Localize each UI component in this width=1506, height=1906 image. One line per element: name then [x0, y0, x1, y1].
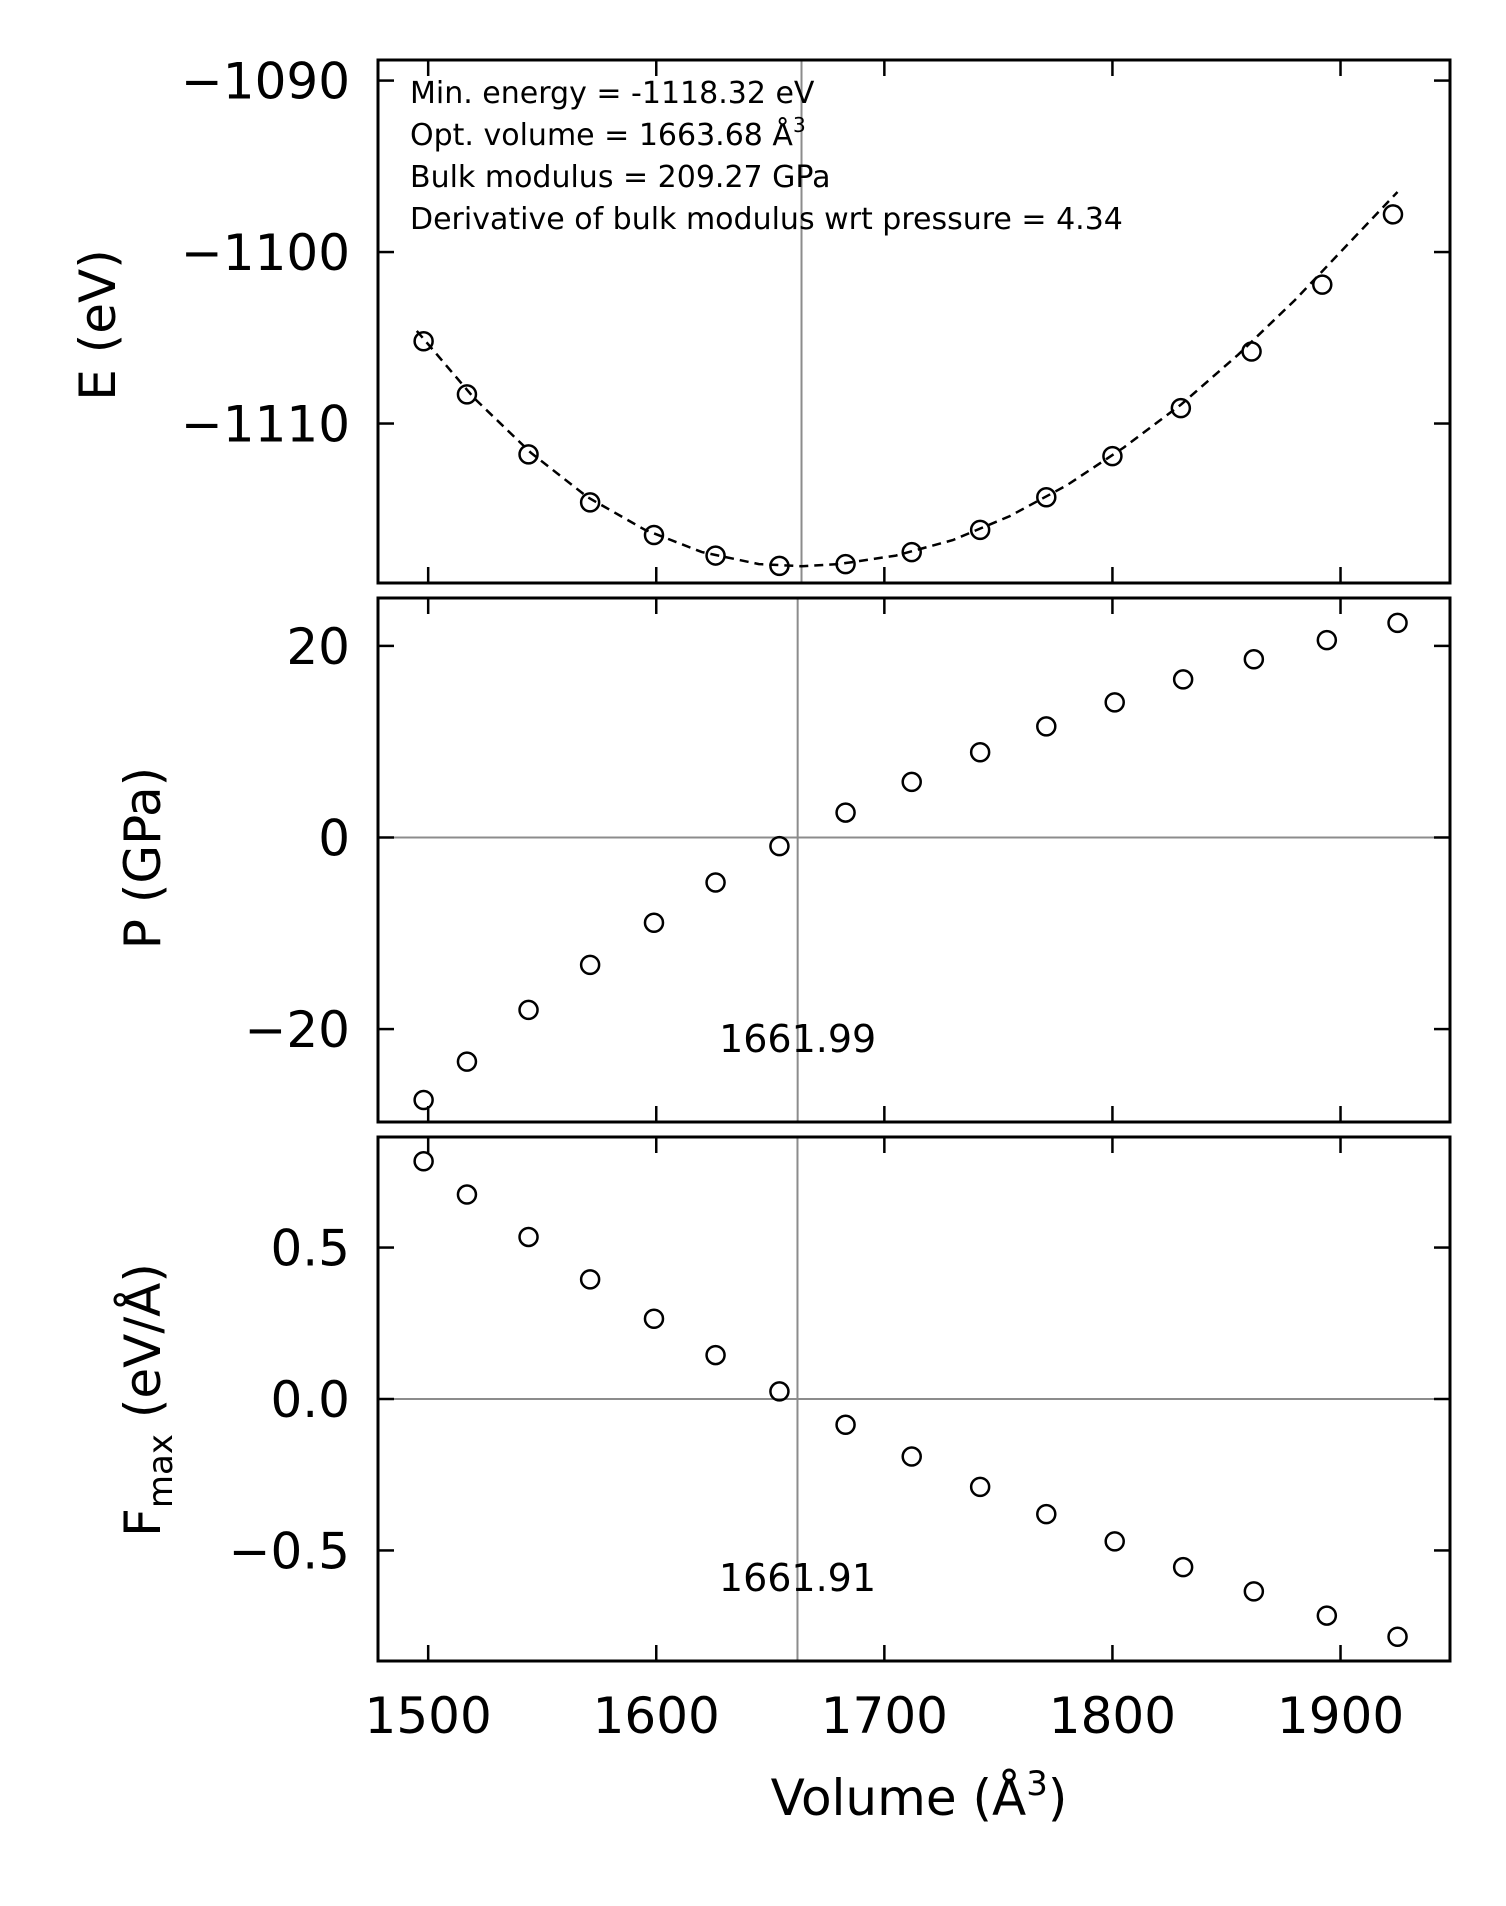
x-tick-label: 1500 — [365, 1687, 492, 1745]
data-point — [1036, 487, 1057, 508]
y-tick-label: −1100 — [181, 224, 350, 282]
data-point — [769, 835, 790, 857]
axes-frame — [376, 596, 1452, 1124]
y-axis-label: E (eV) — [69, 249, 127, 400]
data-point — [579, 492, 601, 513]
fit-annotation: Derivative of bulk modulus wrt pressure … — [410, 202, 1123, 237]
fit-annotation: Opt. volume = 1663.68 Å3 — [410, 113, 806, 153]
zero-crossing-label: 1661.99 — [719, 1017, 876, 1061]
data-point — [1312, 274, 1333, 295]
zero-crossing-label: 1661.91 — [719, 1556, 876, 1600]
data-point — [1104, 1531, 1125, 1552]
data-point — [643, 1308, 665, 1329]
data-point — [769, 1381, 790, 1402]
data-point — [643, 912, 665, 933]
data-point — [579, 954, 601, 976]
data-point — [705, 1344, 726, 1366]
data-point — [643, 524, 665, 546]
panel-pressure: 20 0 −20 P (GPa) 1661.99 — [114, 596, 1452, 1124]
data-point — [413, 1150, 434, 1172]
data-point — [579, 1269, 601, 1290]
fit-annotation: Min. energy = -1118.32 eV — [410, 76, 815, 111]
data-point — [901, 1446, 922, 1467]
y-axis-label: P (GPa) — [114, 767, 172, 949]
data-point — [1036, 716, 1057, 737]
y-tick-label: 0.5 — [270, 1220, 350, 1278]
data-point — [769, 555, 790, 577]
data-point — [1243, 1581, 1265, 1602]
data-point — [413, 1089, 434, 1111]
fit-annotation: Bulk modulus = 209.27 GPa — [410, 160, 831, 195]
x-axis-label: Volume (Å3) — [771, 1764, 1068, 1827]
y-axis-label: Fmax (eV/Å) — [114, 1263, 181, 1537]
data-point — [1104, 692, 1125, 713]
panel-force: 0.5 0.0 −0.5 1500 1600 1700 1800 1900 Fmax (eV/Å… — [114, 1135, 1452, 1827]
data-point — [1036, 1503, 1057, 1525]
data-point — [1316, 629, 1338, 651]
data-point — [1241, 341, 1262, 362]
data-point — [1387, 612, 1408, 634]
x-tick-label: 1800 — [1049, 1687, 1176, 1745]
data-point — [518, 999, 539, 1021]
data-point — [705, 872, 726, 893]
data-point — [969, 1476, 991, 1498]
data-point — [835, 1414, 856, 1435]
data-point — [518, 444, 539, 465]
y-tick-label: 20 — [286, 618, 350, 676]
data-point — [1382, 204, 1404, 225]
data-point — [969, 741, 991, 763]
data-point — [413, 330, 434, 352]
data-point — [1243, 649, 1265, 670]
panel-energy: −1090 −1100 −1110 E (eV) Min. energy = -1118… — [69, 53, 1452, 585]
y-tick-label: −1090 — [181, 53, 350, 111]
data-point — [1170, 397, 1192, 419]
y-tick-label: 0.0 — [270, 1371, 350, 1429]
y-tick-label: −20 — [244, 1001, 350, 1059]
data-point — [518, 1226, 539, 1248]
y-tick-label: 0 — [318, 809, 350, 867]
x-tick-label: 1600 — [593, 1687, 720, 1745]
data-point — [1172, 1556, 1194, 1578]
data-point — [1316, 1605, 1338, 1626]
data-point — [901, 771, 922, 793]
data-point — [456, 384, 478, 405]
x-tick-label: 1900 — [1277, 1687, 1404, 1745]
data-point — [1102, 445, 1123, 467]
fit-curve — [415, 191, 1399, 568]
data-point — [705, 545, 726, 566]
axes-frame — [376, 1135, 1452, 1663]
data-point — [835, 802, 856, 823]
data-point — [969, 519, 991, 541]
data-point — [456, 1184, 478, 1205]
axes-frame — [376, 58, 1452, 585]
x-tick-label: 1700 — [821, 1687, 948, 1745]
data-point — [835, 553, 856, 575]
data-point — [456, 1051, 478, 1072]
data-point — [1172, 669, 1194, 690]
y-tick-label: −0.5 — [229, 1522, 350, 1580]
y-tick-label: −1110 — [181, 396, 350, 454]
data-point — [901, 541, 922, 563]
data-point — [1387, 1626, 1408, 1648]
